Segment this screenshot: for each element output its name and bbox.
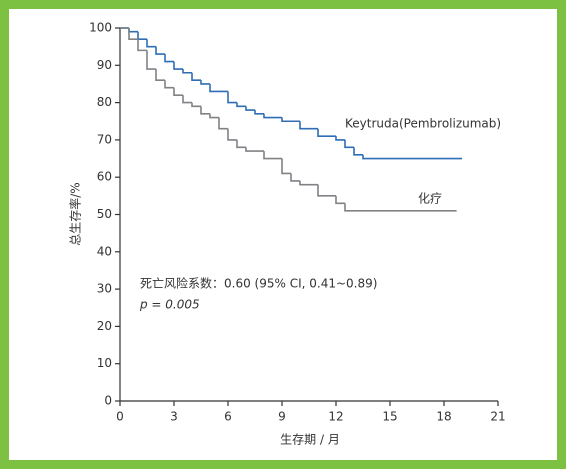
survival-step (254, 110, 264, 115)
y-tick-label: 80 (97, 95, 112, 109)
survival-step (209, 113, 219, 119)
survival-step (227, 91, 237, 104)
y-tick-label: 10 (97, 356, 112, 370)
survival-step (263, 113, 282, 119)
survival-step (236, 102, 246, 108)
survival-step (209, 83, 228, 93)
x-tick-label: 21 (490, 410, 505, 424)
x-tick-label: 9 (278, 410, 286, 424)
survival-step (245, 147, 264, 152)
y-tick-label: 50 (97, 207, 112, 221)
survival-step (191, 102, 201, 108)
survival-step (290, 173, 300, 182)
survival-step (245, 106, 255, 111)
survival-step (344, 139, 354, 149)
survival-step (182, 69, 192, 74)
x-tick-label: 0 (116, 410, 124, 424)
survival-step (218, 117, 228, 130)
y-tick-label: 60 (97, 170, 112, 184)
survival-step (146, 39, 156, 48)
survival-step (335, 136, 345, 141)
annotation: 死亡风险系数：0.60 (95% CI, 0.41~0.89) (140, 276, 377, 291)
survival-step (146, 50, 156, 70)
y-tick-label: 0 (104, 394, 112, 408)
y-tick-label: 40 (97, 244, 112, 258)
survival-step (191, 72, 201, 82)
survival-step (335, 195, 345, 205)
survival-step (299, 180, 318, 186)
survival-step (182, 95, 192, 104)
survival-step (362, 154, 462, 160)
x-axis-label: 生存期 / 月 (280, 433, 340, 447)
y-tick-label: 90 (97, 58, 112, 72)
survival-step (173, 87, 183, 96)
x-tick-label: 12 (328, 410, 343, 424)
series-label: Keytruda(Pembrolizumab) (345, 117, 501, 131)
survival-step (164, 54, 174, 63)
survival-step (200, 80, 210, 85)
y-tick-label: 100 (89, 21, 112, 35)
survival-step (155, 46, 165, 55)
survival-step (155, 69, 165, 82)
survival-step (164, 80, 174, 89)
annotation: p = 0.005 (139, 298, 200, 312)
survival-step (281, 117, 300, 123)
x-tick-label: 6 (224, 410, 232, 424)
panel (9, 9, 557, 460)
survival-step (137, 39, 147, 52)
survival-step (281, 158, 291, 175)
y-axis-label: 总生存率/% (68, 182, 83, 245)
series-label: 化疗 (418, 192, 442, 206)
survival-step (227, 128, 237, 141)
y-tick-label: 30 (97, 282, 112, 296)
survival-step (236, 139, 246, 149)
survival-step (263, 151, 282, 160)
survival-step (344, 203, 457, 212)
y-tick-label: 20 (97, 319, 112, 333)
survival-step (317, 128, 336, 137)
survival-step (128, 28, 138, 40)
x-tick-label: 15 (382, 410, 397, 424)
survival-step (353, 147, 363, 156)
y-tick-label: 70 (97, 132, 112, 146)
survival-step (200, 106, 210, 115)
x-tick-label: 18 (436, 410, 451, 424)
survival-step (317, 184, 336, 197)
survival-step (299, 121, 318, 130)
x-tick-label: 3 (170, 410, 178, 424)
survival-step (173, 61, 183, 70)
